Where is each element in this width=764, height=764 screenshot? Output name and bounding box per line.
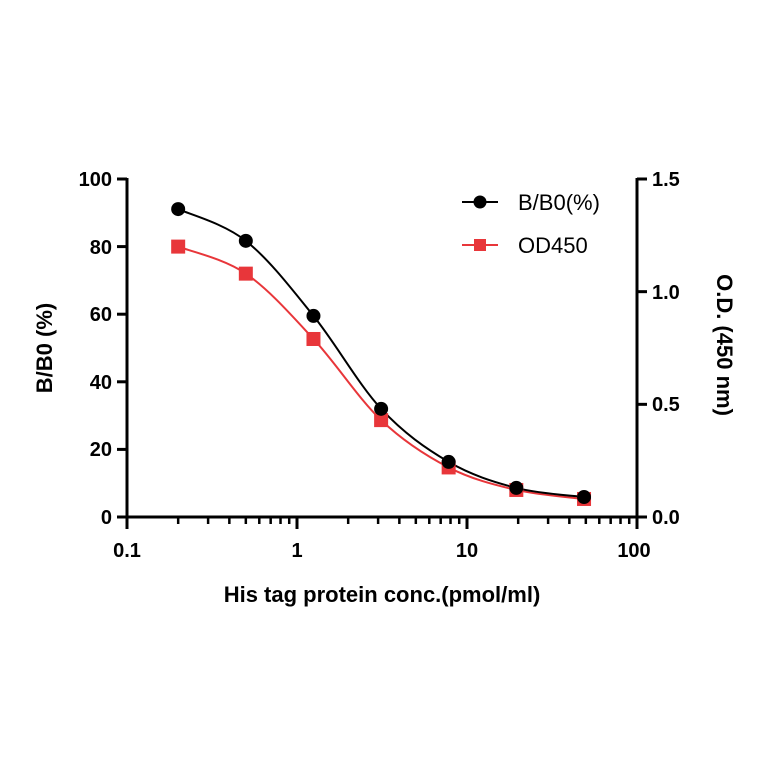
data-point-bb0 <box>374 401 389 416</box>
square-marker-icon <box>474 239 486 251</box>
axis-ticks <box>117 177 647 529</box>
x-axis-label: His tag protein conc.(pmol/ml) <box>224 582 541 607</box>
legend: B/B0(%) OD450 <box>462 190 600 258</box>
x-tick-100: 100 <box>617 540 650 562</box>
data-point-bb0 <box>577 490 592 505</box>
x-tick-10: 10 <box>456 540 478 562</box>
y2-tick-1.0: 1.0 <box>652 282 680 304</box>
y-tick-80: 80 <box>90 237 112 259</box>
y-tick-40: 40 <box>90 372 112 394</box>
y-tick-100: 100 <box>79 169 112 191</box>
data-point-od450 <box>374 413 389 428</box>
x-tick-1: 1 <box>291 540 302 562</box>
plot-area <box>171 202 592 506</box>
data-point-od450 <box>238 266 253 281</box>
legend-label-bb0: B/B0(%) <box>518 190 600 215</box>
y-tick-0: 0 <box>101 507 112 529</box>
data-point-bb0 <box>306 308 321 323</box>
y2-tick-0.5: 0.5 <box>652 394 680 416</box>
y2-tick-0: 0.0 <box>652 507 680 529</box>
data-point-bb0 <box>171 202 186 217</box>
data-point-bb0 <box>441 454 456 469</box>
data-point-od450 <box>306 331 321 346</box>
y2-axis-label: O.D. (450 nm) <box>712 274 737 416</box>
y-axis-label: B/B0 (%) <box>32 303 57 393</box>
data-point-od450 <box>171 239 186 254</box>
data-point-bb0 <box>509 480 524 495</box>
circle-marker-icon <box>473 195 487 209</box>
data-point-bb0 <box>238 233 253 248</box>
x-tick-0.1: 0.1 <box>113 540 141 562</box>
fit-curve-od450 <box>177 245 585 500</box>
legend-label-od450: OD450 <box>518 233 588 258</box>
y-tick-20: 20 <box>90 439 112 461</box>
y2-tick-1.5: 1.5 <box>652 169 680 191</box>
y-tick-60: 60 <box>90 304 112 326</box>
